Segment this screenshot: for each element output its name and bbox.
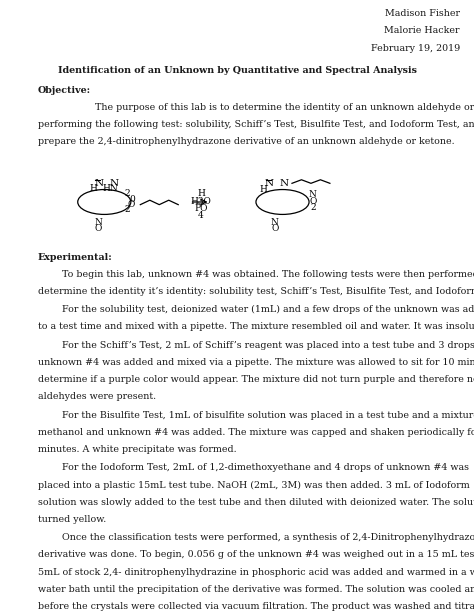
Text: H: H: [197, 189, 205, 197]
Text: O: O: [127, 200, 135, 209]
Text: performing the following test: solubility, Schiff’s Test, Bisulfite Test, and Io: performing the following test: solubilit…: [38, 120, 474, 129]
Text: unknown #4 was added and mixed via a pipette. The mixture was allowed to sit for: unknown #4 was added and mixed via a pip…: [38, 358, 474, 367]
Text: For the Bisulfite Test, 1mL of bisulfite solution was placed in a test tube and : For the Bisulfite Test, 1mL of bisulfite…: [38, 411, 474, 420]
Text: turned yellow.: turned yellow.: [38, 515, 106, 524]
Text: 0: 0: [130, 195, 136, 204]
Text: The purpose of this lab is to determine the identity of an unknown aldehyde or k: The purpose of this lab is to determine …: [95, 103, 474, 112]
Text: methanol and unknown #4 was added. The mixture was capped and shaken periodicall: methanol and unknown #4 was added. The m…: [38, 428, 474, 437]
Text: H3O: H3O: [191, 197, 211, 205]
Text: N: N: [271, 218, 279, 227]
Text: solution was slowly added to the test tube and then diluted with deionized water: solution was slowly added to the test tu…: [38, 498, 474, 507]
Text: PO: PO: [194, 204, 208, 213]
Text: O: O: [271, 224, 279, 233]
Text: For the Schiff’s Test, 2 mL of Schiff’s reagent was placed into a test tube and : For the Schiff’s Test, 2 mL of Schiff’s …: [38, 341, 474, 350]
Text: water bath until the precipitation of the derivative was formed. The solution wa: water bath until the precipitation of th…: [38, 585, 474, 594]
Text: aldehydes were present.: aldehydes were present.: [38, 392, 156, 402]
Text: Madison Fisher: Madison Fisher: [385, 9, 460, 18]
Text: 2: 2: [310, 203, 316, 212]
Text: before the crystals were collected via vacuum filtration. The product was washed: before the crystals were collected via v…: [38, 602, 474, 611]
Text: 2: 2: [124, 189, 130, 197]
Text: 2: 2: [124, 205, 130, 215]
Text: 5mL of stock 2,4- dinitrophenylhydrazine in phosphoric acid was added and warmed: 5mL of stock 2,4- dinitrophenylhydrazine…: [38, 568, 474, 577]
Text: determine the identity it’s identity: solubility test, Schiff’s Test, Bisulfite : determine the identity it’s identity: so…: [38, 287, 474, 296]
Text: Objective:: Objective:: [38, 86, 91, 95]
Text: O: O: [95, 224, 102, 233]
Text: 4: 4: [198, 211, 204, 220]
Text: determine if a purple color would appear. The mixture did not turn purple and th: determine if a purple color would appear…: [38, 375, 474, 384]
Text: HN: HN: [102, 184, 118, 193]
Text: H: H: [260, 185, 267, 194]
Text: H: H: [89, 184, 97, 193]
Text: minutes. A white precipitate was formed.: minutes. A white precipitate was formed.: [38, 445, 237, 454]
Text: Once the classification tests were performed, a synthesis of 2,4-Dinitrophenylhy: Once the classification tests were perfo…: [38, 533, 474, 543]
Text: N: N: [109, 179, 118, 188]
Text: For the Iodoform Test, 2mL of 1,2-dimethoxyethane and 4 drops of unknown #4 was: For the Iodoform Test, 2mL of 1,2-dimeth…: [38, 463, 469, 473]
Text: prepare the 2,4-dinitrophenylhydrazone derivative of an unknown aldehyde or keto: prepare the 2,4-dinitrophenylhydrazone d…: [38, 137, 455, 147]
Text: derivative was done. To begin, 0.056 g of the unknown #4 was weighed out in a 15: derivative was done. To begin, 0.056 g o…: [38, 550, 474, 560]
Text: For the solubility test, deionized water (1mL) and a few drops of the unknown wa: For the solubility test, deionized water…: [38, 305, 474, 314]
Text: to a test time and mixed with a pipette. The mixture resembled oil and water. It: to a test time and mixed with a pipette.…: [38, 322, 474, 332]
Text: N: N: [264, 179, 274, 188]
Text: N: N: [94, 179, 103, 188]
Text: N: N: [280, 179, 289, 188]
Text: O: O: [309, 197, 317, 205]
Text: N: N: [309, 191, 317, 199]
Text: placed into a plastic 15mL test tube. NaOH (2mL, 3M) was then added. 3 mL of Iod: placed into a plastic 15mL test tube. Na…: [38, 481, 470, 490]
Text: Malorie Hacker: Malorie Hacker: [384, 26, 460, 36]
Text: To begin this lab, unknown #4 was obtained. The following tests were then perfor: To begin this lab, unknown #4 was obtain…: [38, 270, 474, 279]
Text: N: N: [95, 218, 102, 227]
Text: Identification of an Unknown by Quantitative and Spectral Analysis: Identification of an Unknown by Quantita…: [57, 66, 417, 75]
Text: Experimental:: Experimental:: [38, 253, 113, 262]
Text: February 19, 2019: February 19, 2019: [371, 44, 460, 53]
